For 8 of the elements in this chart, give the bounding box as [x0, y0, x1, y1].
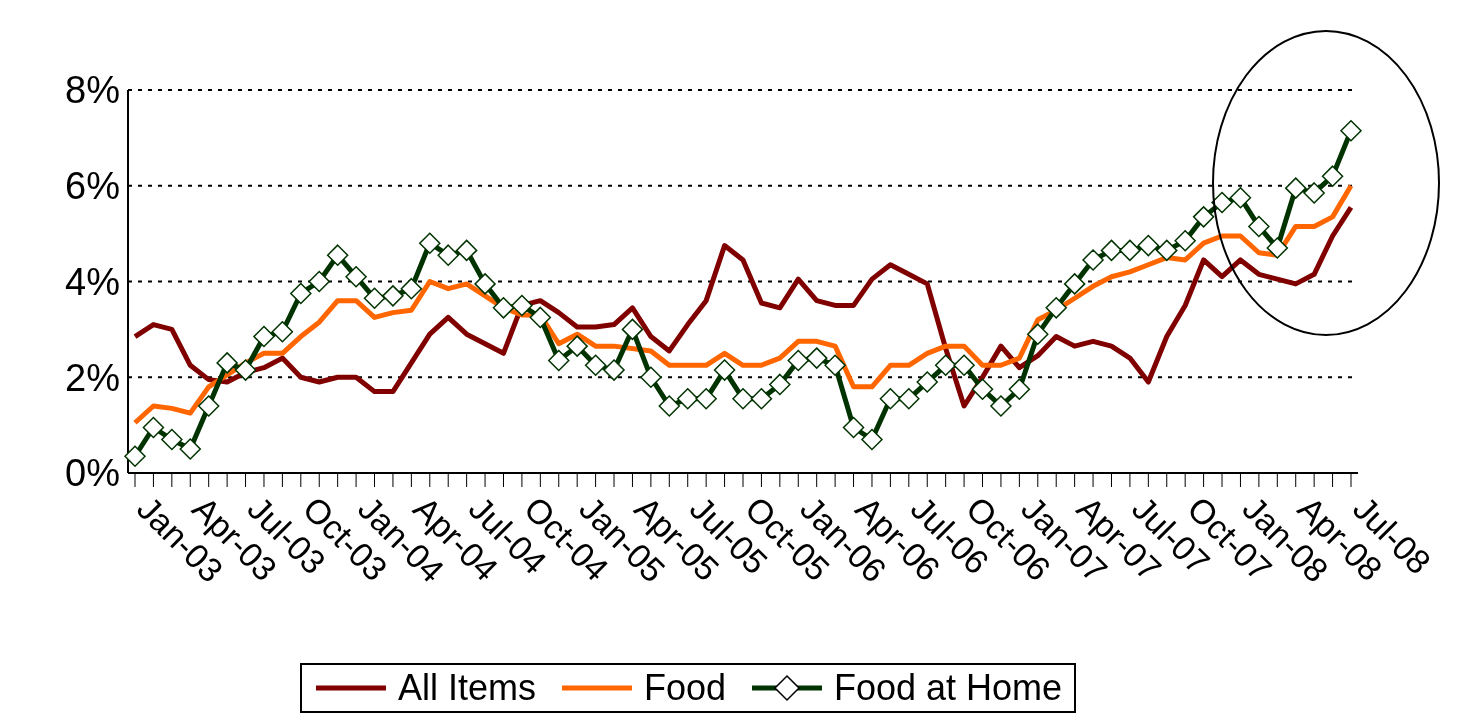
- y-tick-label: 0%: [65, 452, 120, 495]
- legend-label: All Items: [397, 667, 536, 709]
- y-tick-label: 2%: [65, 356, 120, 399]
- y-tick-label: 6%: [65, 165, 120, 208]
- legend-label: Food at Home: [833, 667, 1063, 709]
- y-tick-label: 8%: [65, 69, 120, 112]
- y-tick-label: 4%: [65, 260, 120, 303]
- legend-label: Food: [643, 667, 726, 709]
